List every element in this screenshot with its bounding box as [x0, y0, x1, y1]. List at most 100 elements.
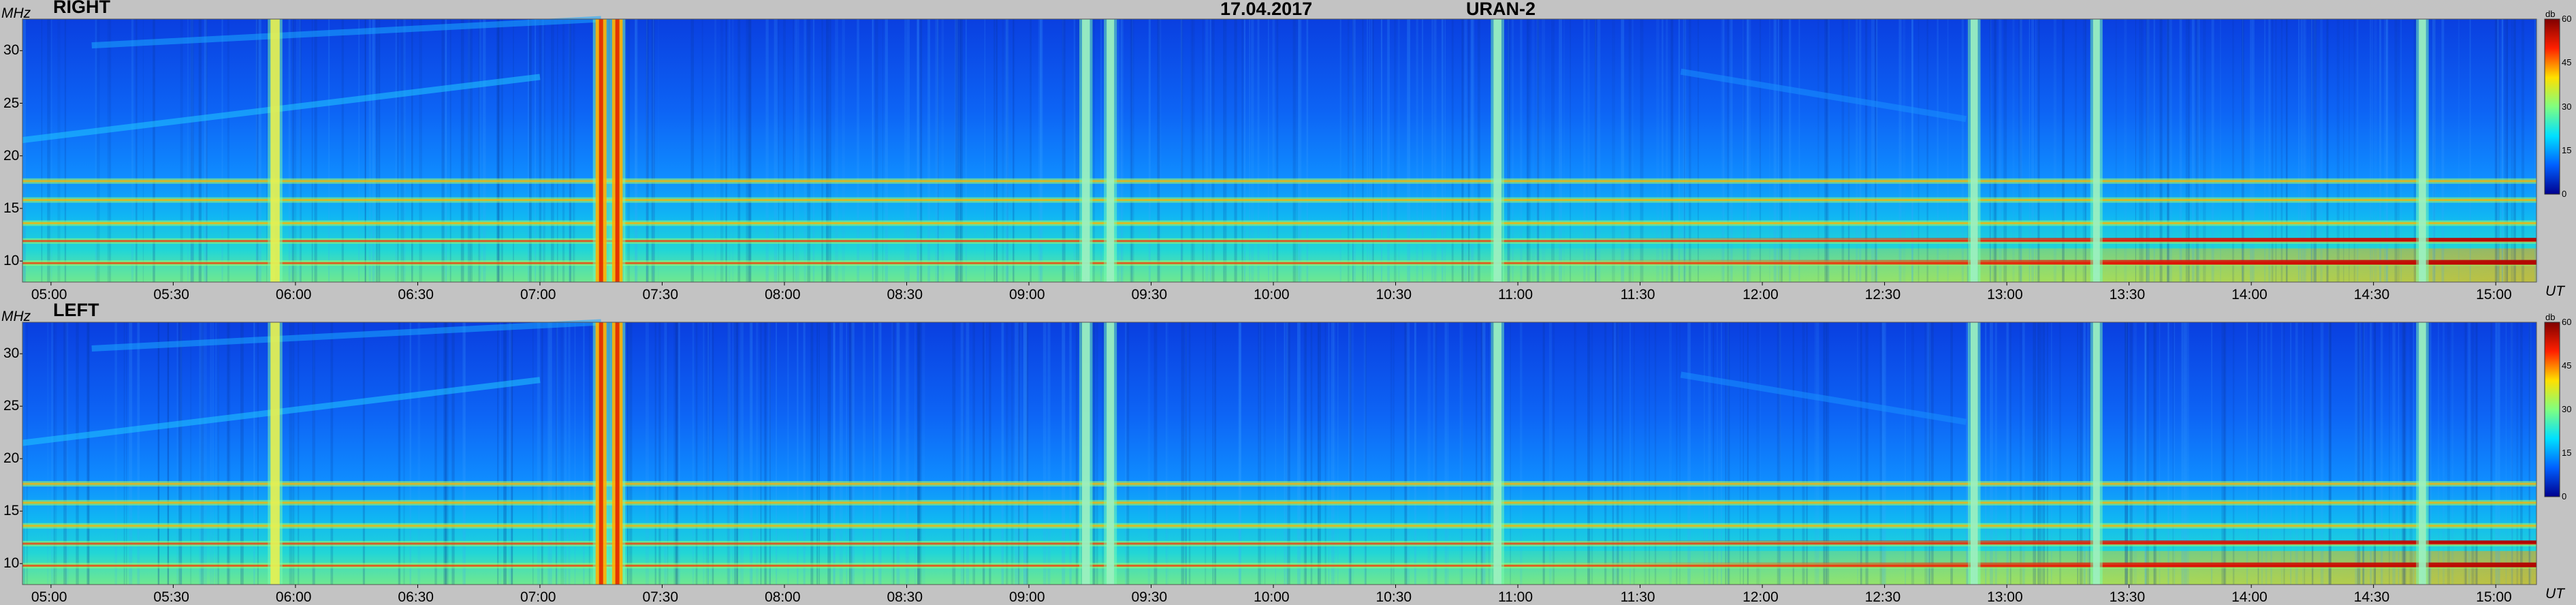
noise-striation — [2386, 19, 2389, 282]
noise-striation — [1298, 19, 1301, 282]
noise-striation — [311, 19, 313, 282]
noise-striation — [917, 322, 920, 585]
strong-band — [22, 238, 2537, 242]
noise-striation — [511, 322, 513, 585]
noise-striation — [1583, 19, 1586, 282]
noise-striation — [1721, 19, 1723, 282]
noise-striation — [289, 19, 291, 282]
noise-striation — [1047, 322, 1051, 585]
noise-striation — [2311, 322, 2314, 585]
noise-striation — [2290, 322, 2292, 585]
noise-striation — [2359, 322, 2361, 585]
noise-striation — [1930, 322, 1934, 585]
noise-striation — [2442, 322, 2445, 585]
noise-striation — [1451, 19, 1453, 282]
noise-striation — [1362, 19, 1364, 282]
noise-striation — [1352, 19, 1354, 282]
noise-striation — [919, 322, 922, 585]
noise-striation — [378, 19, 381, 282]
noise-striation — [1848, 19, 1850, 282]
noise-striation — [774, 19, 778, 282]
noise-striation — [906, 19, 910, 282]
noise-striation — [556, 322, 558, 585]
noise-striation — [500, 322, 501, 585]
noise-striation — [1243, 19, 1245, 282]
noise-striation — [1728, 322, 1729, 585]
noise-striation — [1181, 19, 1183, 282]
noise-striation — [368, 19, 371, 282]
noise-striation — [646, 19, 649, 282]
noise-striation — [2433, 19, 2435, 282]
noise-striation — [483, 19, 486, 282]
noise-striation — [1212, 322, 1214, 585]
noise-striation — [1467, 19, 1470, 282]
noise-striation — [1725, 322, 1727, 585]
noise-striation — [810, 322, 814, 585]
noise-striation — [1687, 322, 1691, 585]
noise-striation — [1122, 19, 1124, 282]
noise-striation — [1644, 322, 1647, 585]
noise-striation — [1006, 19, 1009, 282]
noise-striation — [2210, 322, 2213, 585]
colorbar — [2544, 18, 2560, 195]
noise-striation — [849, 322, 853, 585]
noise-striation — [444, 322, 447, 585]
noise-striation — [2020, 19, 2022, 282]
noise-striation — [1470, 19, 1474, 282]
noise-striation — [2469, 19, 2471, 282]
noise-striation — [927, 19, 930, 282]
noise-striation — [2451, 322, 2454, 585]
noise-striation — [398, 322, 400, 585]
noise-striation — [1527, 19, 1531, 282]
strong-band — [22, 260, 2537, 265]
noise-striation — [1461, 322, 1463, 585]
noise-striation — [905, 322, 909, 585]
noise-striation — [1023, 322, 1027, 585]
noise-striation — [1788, 19, 1792, 282]
noise-striation — [1025, 322, 1028, 585]
noise-striation — [2159, 19, 2163, 282]
noise-striation — [200, 322, 204, 585]
noise-striation — [1125, 322, 1127, 585]
noise-striation — [1629, 322, 1632, 585]
noise-striation — [376, 19, 378, 282]
noise-striation — [1268, 19, 1269, 282]
noise-striation — [528, 19, 532, 282]
noise-striation — [875, 19, 878, 282]
noise-striation — [941, 19, 944, 282]
noise-striation — [1779, 19, 1783, 282]
noise-striation — [434, 322, 437, 585]
x-tick-label: 10:30 — [1376, 287, 1412, 302]
y-tick-label: 10 — [3, 555, 20, 572]
noise-striation — [1349, 322, 1352, 585]
noise-striation — [451, 322, 455, 585]
noise-striation — [1876, 19, 1878, 282]
noise-striation — [1132, 19, 1133, 282]
noise-striation — [1994, 19, 1997, 282]
noise-striation — [764, 322, 767, 585]
noise-striation — [782, 19, 786, 282]
noise-striation — [1824, 322, 1828, 585]
noise-striation — [851, 322, 855, 585]
noise-striation — [2167, 19, 2170, 282]
noise-striation — [1023, 322, 1025, 585]
noise-striation — [1259, 322, 1260, 585]
noise-striation — [741, 322, 744, 585]
noise-striation — [2490, 322, 2493, 585]
x-tick-label: 05:30 — [153, 287, 189, 302]
noise-striation — [178, 322, 182, 585]
noise-striation — [2507, 19, 2509, 282]
noise-striation — [511, 322, 513, 585]
noise-striation — [2310, 19, 2312, 282]
noise-striation — [1257, 19, 1260, 282]
noise-striation — [1747, 322, 1749, 585]
noise-striation — [167, 322, 169, 585]
x-tick-label: 12:30 — [1864, 589, 1901, 605]
noise-striation — [400, 19, 404, 282]
burst-column — [1107, 322, 1115, 585]
noise-striation — [937, 19, 939, 282]
noise-striation — [2369, 322, 2372, 585]
noise-striation — [2088, 322, 2090, 585]
noise-striation — [748, 19, 752, 282]
noise-striation — [1708, 322, 1711, 585]
